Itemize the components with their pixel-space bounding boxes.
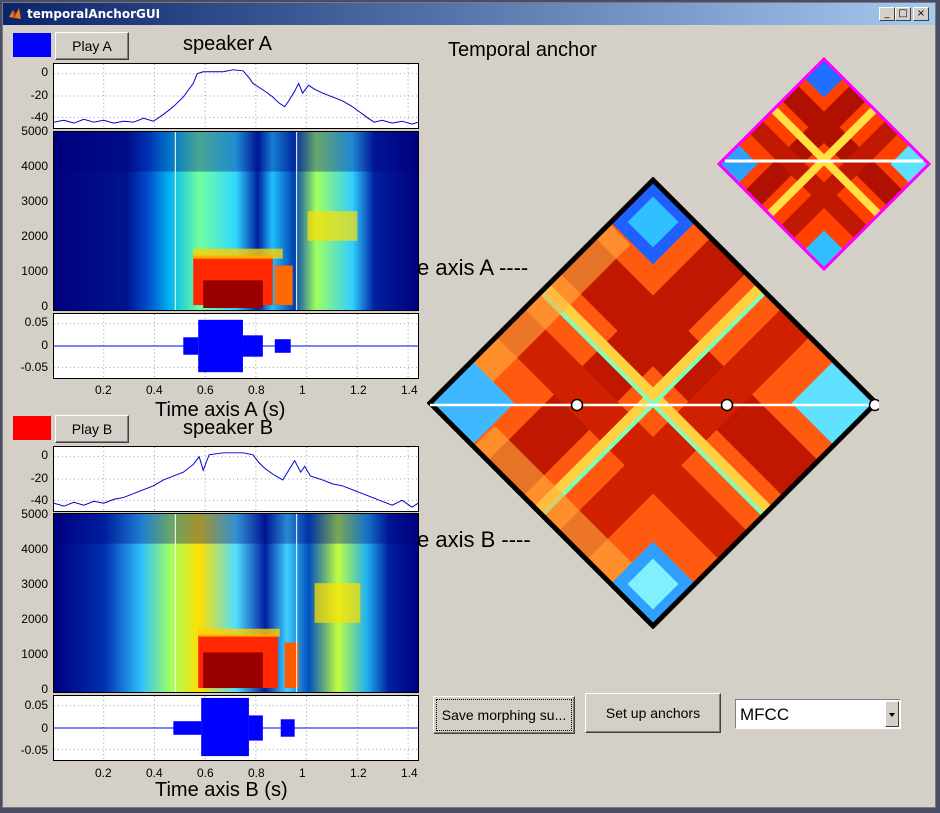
feature-select-value: MFCC: [740, 705, 790, 724]
title-bar: temporalAnchorGUI _ □ ×: [3, 3, 935, 25]
speaker-b-xtick: 1.2: [350, 766, 367, 780]
anchor-point[interactable]: [868, 398, 880, 412]
speaker-a-xlabel: Time axis A (s): [155, 399, 286, 421]
speaker-a-xtick: 1.2: [350, 383, 367, 397]
speaker-a-spec-ytick: 4000: [21, 159, 48, 173]
speaker-b-xtick: 1.4: [401, 766, 418, 780]
speaker-b-spectrogram: [53, 513, 419, 693]
speaker-b-title: speaker B: [183, 417, 274, 439]
speaker-a-power-ytick: -40: [30, 110, 48, 124]
temporal-anchor-title: Temporal anchor: [448, 39, 597, 61]
speaker-b-wave-ytick: -0.05: [20, 743, 48, 757]
speaker-b-power-ytick: 0: [41, 448, 48, 462]
maximize-button[interactable]: □: [895, 7, 911, 21]
speaker-a-spec-ytick: 2000: [21, 229, 48, 243]
anchor-point[interactable]: [720, 398, 734, 412]
save-morphing-button[interactable]: Save morphing su...: [433, 696, 575, 734]
speaker-a-xtick: 0.4: [146, 383, 163, 397]
speaker-a-wave-ytick: 0: [41, 338, 48, 352]
speaker-a-title: speaker A: [183, 33, 272, 55]
window-title: temporalAnchorGUI: [27, 7, 161, 21]
speaker-b-waveform: [53, 695, 419, 761]
axis-b-label: e axis B ----: [417, 527, 531, 552]
play-a-button[interactable]: Play A: [55, 32, 129, 60]
speaker-a-power-ytick: 0: [41, 65, 48, 79]
speaker-a-spec-ytick: 5000: [21, 124, 48, 138]
speaker-b-xlabel: Time axis B (s): [155, 779, 288, 801]
speaker-a-xtick: 1: [299, 383, 306, 397]
speaker-a-wave-ytick: 0.05: [24, 315, 48, 329]
close-button[interactable]: ×: [913, 7, 929, 21]
speaker-b-xtick: 0.4: [146, 766, 163, 780]
speaker-b-spec-ytick: 4000: [21, 542, 48, 556]
speaker-a-waveform: [53, 313, 419, 379]
play-b-button[interactable]: Play B: [55, 415, 129, 443]
speaker-b-power-plot: [53, 446, 419, 512]
speaker-b-spec-ytick: 0: [41, 682, 48, 696]
speaker-b-xtick: 0.2: [95, 766, 112, 780]
matlab-logo-icon: [9, 8, 21, 19]
overview-distance-map: [717, 57, 931, 271]
speaker-b-wave-ytick: 0.05: [24, 698, 48, 712]
set-up-anchors-button[interactable]: Set up anchors: [585, 693, 721, 733]
speaker-b-power-ytick: -40: [30, 493, 48, 507]
main-distance-map[interactable]: [427, 177, 879, 629]
speaker-a-xtick: 0.8: [248, 383, 265, 397]
speaker-a-spec-ytick: 1000: [21, 264, 48, 278]
chevron-down-icon[interactable]: [885, 701, 899, 727]
feature-select[interactable]: MFCC: [735, 699, 901, 729]
speaker-b-xtick: 1: [299, 766, 306, 780]
speaker-b-spec-ytick: 2000: [21, 612, 48, 626]
speaker-b-wave-ytick: 0: [41, 721, 48, 735]
speaker-a-power-ytick: -20: [30, 88, 48, 102]
speaker-b-xtick: 0.8: [248, 766, 265, 780]
speaker-b-spec-ytick: 3000: [21, 577, 48, 591]
speaker-b-power-ytick: -20: [30, 471, 48, 485]
speaker-a-wave-ytick: -0.05: [20, 360, 48, 374]
speaker-b-xtick: 0.6: [197, 766, 214, 780]
speaker-a-xtick: 0.2: [95, 383, 112, 397]
speaker-a-xtick: 1.4: [401, 383, 418, 397]
speaker-b-spec-ytick: 1000: [21, 647, 48, 661]
axis-a-label: e axis A ----: [417, 255, 529, 280]
speaker-b-color-swatch[interactable]: [13, 416, 51, 440]
speaker-a-xtick: 0.6: [197, 383, 214, 397]
speaker-a-color-swatch[interactable]: [13, 33, 51, 57]
minimize-button[interactable]: _: [879, 7, 895, 21]
speaker-a-power-plot: [53, 63, 419, 129]
speaker-a-spectrogram: [53, 131, 419, 311]
speaker-b-spec-ytick: 5000: [21, 507, 48, 521]
speaker-a-spec-ytick: 3000: [21, 194, 48, 208]
speaker-a-spec-ytick: 0: [41, 299, 48, 313]
anchor-point[interactable]: [570, 398, 584, 412]
